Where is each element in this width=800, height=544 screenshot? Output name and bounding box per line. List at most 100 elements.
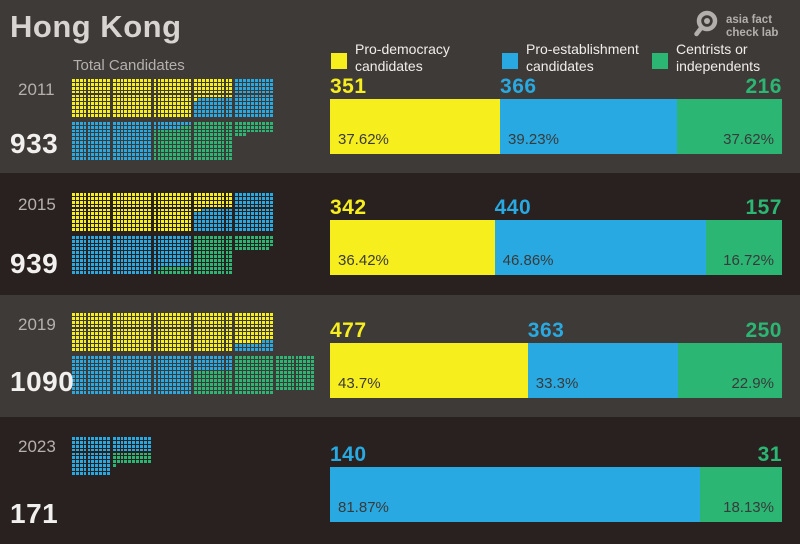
candidate-dot	[202, 239, 206, 243]
candidate-dot	[99, 444, 103, 448]
candidate-dot	[87, 371, 91, 375]
candidate-dot	[157, 121, 161, 125]
candidate-dot	[128, 224, 132, 227]
candidate-dot	[136, 270, 139, 274]
candidate-dot	[202, 212, 206, 216]
candidate-dot	[99, 212, 103, 216]
candidate-dot	[116, 228, 120, 231]
candidate-dot	[140, 371, 143, 375]
candidate-dot	[180, 390, 184, 394]
candidate-dot	[184, 212, 188, 216]
candidate-dot	[91, 156, 95, 160]
candidate-dot	[132, 216, 136, 220]
candidate-dot	[107, 125, 110, 129]
candidate-dot	[176, 390, 180, 394]
candidate-dot	[132, 149, 136, 152]
candidate-dot	[173, 375, 176, 379]
candidate-dot	[132, 444, 136, 448]
candidate-dot	[157, 79, 161, 82]
candidate-dot	[107, 324, 110, 328]
candidate-dot	[99, 270, 103, 274]
candidate-dot	[79, 247, 83, 251]
candidate-dot	[258, 193, 262, 196]
candidate-dot	[254, 208, 258, 212]
candidate-dot	[99, 379, 103, 382]
candidate-dot	[173, 102, 176, 106]
candidate-dot	[250, 228, 254, 231]
candidate-dot	[311, 359, 314, 363]
candidate-dot	[206, 344, 209, 347]
candidate-dot	[243, 320, 246, 324]
candidate-dot	[95, 320, 99, 324]
candidate-dot	[184, 251, 188, 255]
candidate-dot	[217, 259, 221, 262]
candidate-dot	[79, 320, 83, 324]
candidate-dot	[262, 332, 266, 336]
candidate-dot	[72, 324, 75, 328]
candidate-dot	[176, 328, 180, 332]
candidate-dot	[221, 371, 225, 375]
candidate-dot	[140, 320, 143, 324]
candidate-dot	[206, 251, 209, 255]
candidate-dot	[132, 251, 136, 255]
candidate-dot	[239, 243, 242, 247]
candidate-dot	[173, 270, 176, 274]
candidate-dot	[262, 129, 266, 133]
candidate-dot	[136, 220, 139, 224]
candidate-dot	[250, 328, 254, 332]
candidate-dot	[128, 444, 132, 448]
candidate-dot	[206, 114, 209, 117]
candidate-dot	[165, 129, 169, 133]
candidate-dot	[161, 344, 165, 347]
candidate-dot	[128, 193, 132, 196]
candidate-dot	[91, 228, 95, 231]
candidate-dot	[180, 359, 184, 363]
candidate-dot	[95, 106, 99, 110]
candidate-dot	[194, 324, 198, 328]
candidate-dot	[262, 375, 266, 379]
candidate-dot	[239, 216, 242, 220]
candidate-dot	[229, 212, 233, 216]
candidate-dot	[79, 472, 83, 475]
candidate-dot	[91, 371, 95, 375]
candidate-dot	[107, 235, 110, 239]
candidate-dot	[116, 359, 120, 363]
percent-label: 33.3%	[535, 375, 579, 392]
candidate-dot	[147, 196, 151, 200]
candidate-dot	[112, 390, 116, 394]
candidate-dot	[120, 452, 124, 456]
candidate-dot	[112, 344, 116, 347]
candidate-dot	[194, 106, 198, 110]
candidate-dot	[173, 216, 176, 220]
candidate-dot	[254, 328, 258, 332]
candidate-dot	[140, 243, 143, 247]
candidate-dot	[72, 212, 75, 216]
candidate-dot	[210, 133, 213, 137]
candidate-dot	[116, 332, 120, 336]
candidate-dot	[75, 220, 79, 224]
candidate-dot	[173, 243, 176, 247]
waffle-block	[235, 235, 274, 251]
candidate-dot	[173, 152, 176, 156]
candidate-dot	[83, 355, 87, 359]
candidate-dot	[107, 156, 110, 160]
candidate-dot	[124, 152, 128, 156]
candidate-dot	[128, 255, 132, 259]
candidate-dot	[95, 82, 99, 86]
candidate-dot	[72, 251, 75, 255]
candidate-dot	[169, 348, 172, 351]
candidate-dot	[279, 359, 283, 363]
candidate-dot	[107, 243, 110, 247]
candidate-dot	[176, 340, 180, 344]
candidate-dot	[184, 340, 188, 344]
candidate-dot	[198, 145, 202, 148]
candidate-dot	[173, 145, 176, 148]
candidate-dot	[128, 125, 132, 129]
candidate-dot	[202, 141, 206, 145]
candidate-dot	[213, 145, 217, 148]
candidate-dot	[99, 208, 103, 212]
candidate-dot	[99, 200, 103, 204]
candidate-dot	[279, 383, 283, 386]
candidate-dot	[188, 204, 192, 208]
candidate-dot	[213, 216, 217, 220]
